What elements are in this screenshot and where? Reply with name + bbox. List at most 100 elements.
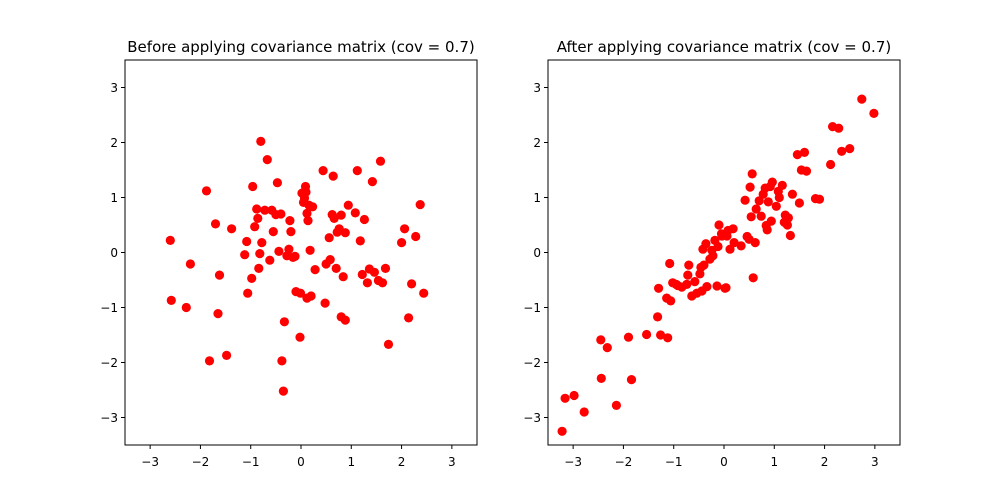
x-tick-label-after-3: 0	[720, 455, 728, 469]
scatter-point-after-9	[626, 375, 637, 385]
scatter-point-after-88	[834, 123, 844, 133]
scatter-point-after-13	[656, 330, 666, 340]
scatter-point-after-40	[714, 220, 724, 230]
scatter-point-before-83	[375, 156, 386, 166]
x-tick-label-before-5: 2	[398, 455, 406, 469]
scatter-point-before-56	[310, 265, 320, 275]
scatter-point-after-33	[702, 282, 712, 292]
y-tick-label-after-6: 3	[533, 81, 541, 95]
scatter-point-after-49	[729, 238, 739, 248]
scatter-point-after-70	[771, 201, 781, 211]
y-tick-label-before-5: 2	[110, 136, 118, 150]
scatter-point-before-11	[240, 250, 250, 260]
scatter-point-before-5	[204, 356, 215, 366]
scatter-point-before-21	[256, 136, 266, 146]
scatter-point-after-86	[826, 159, 836, 170]
scatter-point-before-6	[210, 219, 221, 229]
subplot-after: After applying covariance matrix (cov = …	[523, 38, 901, 469]
scatter-point-before-48	[301, 187, 311, 197]
x-tick-label-before-2: −1	[242, 455, 260, 469]
scatter-point-before-90	[407, 279, 417, 289]
scatter-point-before-60	[324, 233, 334, 243]
scatter-point-after-16	[665, 258, 675, 269]
scatter-point-after-39	[713, 241, 723, 252]
scatter-point-after-11	[653, 312, 663, 322]
scatter-point-before-15	[248, 181, 258, 192]
y-tick-label-after-0: −3	[523, 411, 541, 425]
scatter-point-after-58	[750, 238, 760, 248]
scatter-point-after-69	[767, 177, 777, 187]
scatter-point-before-7	[213, 309, 223, 319]
y-tick-label-before-2: −1	[100, 301, 118, 315]
scatter-point-before-53	[305, 245, 315, 255]
subplot-before: Before applying covariance matrix (cov =…	[100, 38, 478, 469]
scatter-point-after-77	[785, 230, 796, 241]
scatter-point-after-38	[712, 281, 722, 291]
scatter-point-after-47	[725, 244, 735, 254]
scatter-point-after-93	[774, 192, 784, 203]
scatter-point-after-59	[751, 204, 761, 214]
x-tick-label-before-1: −2	[192, 455, 210, 469]
scatter-point-before-54	[306, 291, 316, 301]
scatter-point-before-55	[308, 202, 318, 212]
scatter-point-after-5	[596, 373, 606, 383]
scatter-points-after	[557, 94, 879, 436]
scatter-point-before-72	[340, 315, 350, 325]
scatter-point-after-51	[740, 195, 750, 205]
x-tick-label-before-3: 0	[297, 455, 305, 469]
scatter-point-before-33	[278, 386, 288, 396]
scatter-point-after-83	[801, 166, 812, 176]
plot-area-frame-before	[124, 59, 478, 446]
scatter-point-after-44	[721, 283, 731, 293]
chart-title-before: Before applying covariance matrix (cov =…	[127, 38, 474, 56]
scatter-point-after-76	[783, 213, 794, 223]
x-tick-label-after-4: 1	[770, 455, 778, 469]
y-axis-ticks-before: −3 −2 −1 0 1 2 3	[100, 81, 125, 425]
scatter-point-after-68	[766, 216, 776, 226]
scatter-point-before-23	[260, 205, 270, 215]
y-tick-label-after-2: −1	[523, 301, 541, 315]
scatter-point-after-57	[748, 273, 758, 283]
scatter-point-after-48	[728, 224, 738, 234]
x-tick-label-before-0: −3	[141, 455, 159, 469]
scatter-point-before-24	[262, 155, 272, 165]
scatter-point-before-81	[367, 177, 377, 187]
scatter-point-before-70	[338, 272, 348, 282]
scatter-point-after-72	[777, 180, 787, 190]
scatter-point-before-91	[411, 231, 421, 242]
scatter-point-after-78	[787, 189, 798, 199]
scatter-point-before-14	[247, 273, 257, 283]
scatter-point-before-37	[285, 216, 295, 226]
y-tick-label-after-4: 1	[533, 191, 541, 205]
scatter-point-after-80	[794, 198, 805, 208]
scatter-point-before-78	[359, 214, 369, 225]
scatter-point-before-74	[350, 208, 360, 218]
scatter-point-before-71	[340, 228, 350, 238]
y-tick-label-before-3: 0	[110, 246, 118, 260]
scatter-point-after-89	[837, 146, 847, 156]
scatter-point-before-10	[227, 224, 237, 234]
y-tick-label-before-0: −3	[100, 411, 118, 425]
x-tick-label-after-0: −3	[564, 455, 582, 469]
scatter-point-before-43	[295, 288, 306, 298]
scatter-point-before-77	[357, 269, 367, 280]
scatter-point-before-68	[336, 210, 346, 220]
scatter-point-after-75	[782, 220, 793, 230]
scatter-point-after-22	[683, 270, 693, 280]
scatter-point-after-54	[745, 182, 755, 192]
scatter-point-before-89	[404, 313, 414, 323]
scatter-point-before-64	[329, 213, 339, 223]
x-tick-label-before-6: 3	[448, 455, 456, 469]
scatter-point-before-12	[242, 236, 252, 247]
scatter-point-before-92	[415, 200, 425, 210]
scatter-point-after-8	[623, 332, 634, 342]
scatter-point-before-32	[277, 356, 287, 366]
y-tick-label-before-6: 3	[110, 81, 118, 95]
scatter-point-after-82	[799, 147, 810, 157]
scatter-point-after-94	[673, 280, 683, 291]
scatter-point-before-19	[254, 263, 264, 273]
y-tick-label-before-4: 1	[110, 191, 118, 205]
y-tick-label-after-1: −2	[523, 356, 541, 370]
scatter-point-after-12	[654, 283, 664, 293]
